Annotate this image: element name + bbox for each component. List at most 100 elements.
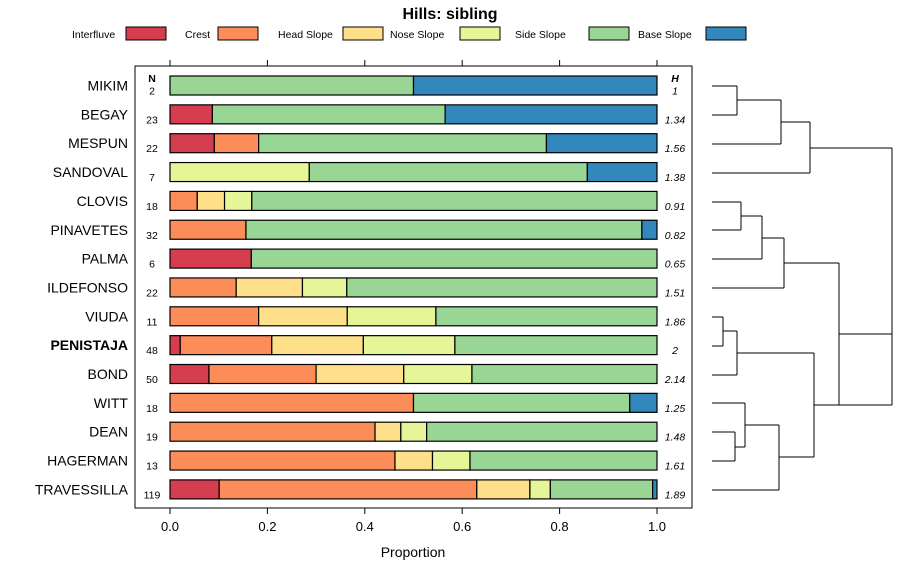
- chart-title: Hills: sibling: [402, 6, 497, 23]
- x-axis: 0.0 0.2 0.4 0.6 0.8 1.0: [161, 60, 666, 534]
- row-n-value: 119: [144, 489, 161, 501]
- legend-swatch: [342, 26, 384, 41]
- bar-segment: [250, 248, 658, 269]
- row-h-value: 1.61: [665, 461, 685, 473]
- legend-label: Base Slope: [638, 29, 692, 41]
- row-label: WITT: [94, 395, 129, 411]
- row-h-value: 1.25: [665, 403, 686, 415]
- bar-segment: [169, 479, 220, 500]
- plot-frame: [134, 65, 693, 509]
- bar-segment: [196, 190, 226, 211]
- legend: Interfluve Crest Head Slope Nose Slope Side …: [72, 26, 747, 41]
- bar-segment: [169, 75, 415, 96]
- row-h-value: 0.65: [665, 259, 686, 271]
- bar-segment: [308, 161, 588, 183]
- bar-segment: [435, 306, 658, 327]
- bar-segment: [549, 479, 654, 500]
- row-h-value: 1.86: [665, 316, 686, 328]
- row-h-value: 1.56: [665, 143, 686, 155]
- bar-segment: [179, 335, 273, 356]
- row-n-value: 48: [146, 345, 158, 357]
- row-label: HAGERMAN: [47, 453, 128, 469]
- bar-segment: [271, 335, 364, 356]
- bar-segment: [476, 479, 531, 500]
- bar-segment: [469, 450, 658, 471]
- bar-segment: [218, 479, 478, 500]
- bar-segment: [545, 133, 658, 154]
- row-n-value: 13: [146, 461, 158, 473]
- bar-rows: MIKIM 2 1 BEGAY 23 1.34 MESPUN 22 1.56 SANDOVAL 7 1…: [35, 75, 686, 501]
- bar-segment: [444, 104, 658, 125]
- bar-segment: [652, 479, 658, 500]
- bar-segment: [235, 277, 304, 298]
- bar-segment: [301, 277, 348, 298]
- row-n-value: 2: [149, 86, 155, 98]
- bar-segment: [251, 190, 658, 211]
- legend-swatch: [459, 26, 501, 41]
- row-h-value: 2: [671, 345, 678, 357]
- row-label: SANDOVAL: [53, 164, 128, 180]
- bar-segment: [412, 392, 631, 413]
- row-h-value: 1: [672, 86, 678, 98]
- bar-segment: [211, 104, 446, 125]
- row-n-value: 32: [146, 230, 158, 242]
- bar-segment: [169, 104, 213, 125]
- bar-segment: [529, 479, 551, 500]
- bar-segment: [471, 363, 658, 385]
- x-tick-label: 0.6: [453, 519, 471, 534]
- legend-label: Nose Slope: [390, 29, 444, 41]
- row-label: MIKIM: [88, 78, 128, 94]
- row-h-value: 1.38: [665, 172, 686, 184]
- x-axis-label: Proportion: [381, 544, 446, 560]
- legend-swatch: [588, 26, 630, 41]
- bar-segment: [586, 161, 658, 183]
- row-n-value: 50: [146, 374, 158, 386]
- bar-segment: [346, 277, 658, 298]
- bar-segment: [223, 190, 253, 211]
- legend-swatch: [125, 26, 167, 41]
- bar-segment: [641, 219, 658, 240]
- bar-segment: [169, 450, 396, 471]
- bar-segment: [362, 335, 456, 356]
- bar-segment: [394, 450, 434, 471]
- bar-segment: [258, 306, 348, 327]
- row-label: ILDEFONSO: [47, 279, 128, 295]
- row-n-value: 23: [146, 114, 158, 126]
- row-h-value: 1.89: [665, 489, 686, 501]
- bar-segment: [169, 392, 415, 413]
- bar-segment: [169, 363, 210, 385]
- row-h-value: 1.34: [665, 114, 686, 126]
- row-h-value: 2.14: [664, 374, 686, 386]
- bar-segment: [169, 335, 181, 356]
- bar-segment: [346, 306, 437, 327]
- legend-label: Side Slope: [515, 29, 566, 41]
- row-h-value: 0.82: [665, 230, 686, 242]
- row-n-value: 19: [146, 432, 158, 444]
- row-n-value: 22: [146, 143, 158, 155]
- row-label: VIUDA: [85, 308, 128, 324]
- bar-segment: [169, 133, 215, 154]
- row-n-value: 22: [146, 287, 158, 299]
- row-h-value: 0.91: [665, 201, 685, 213]
- row-n-value: 7: [149, 172, 155, 184]
- row-n-value: 18: [146, 403, 158, 415]
- row-n-value: 11: [147, 316, 158, 328]
- row-n-value: 18: [146, 201, 158, 213]
- row-label: MESPUN: [68, 135, 128, 151]
- bar-segment: [403, 363, 473, 385]
- bar-segment: [169, 421, 376, 442]
- bar-segment: [426, 421, 658, 442]
- row-label: CLOVIS: [77, 193, 128, 209]
- row-n-value: 6: [149, 259, 155, 271]
- bar-segment: [169, 248, 252, 269]
- bar-segment: [245, 219, 643, 240]
- row-label: PINAVETES: [50, 222, 128, 238]
- bar-segment: [169, 219, 247, 240]
- bar-segment: [213, 133, 260, 154]
- x-tick-label: 0.8: [551, 519, 569, 534]
- bar-segment: [208, 363, 317, 385]
- bar-segment: [315, 363, 405, 385]
- bar-segment: [400, 421, 428, 442]
- dendrogram: [712, 85, 893, 491]
